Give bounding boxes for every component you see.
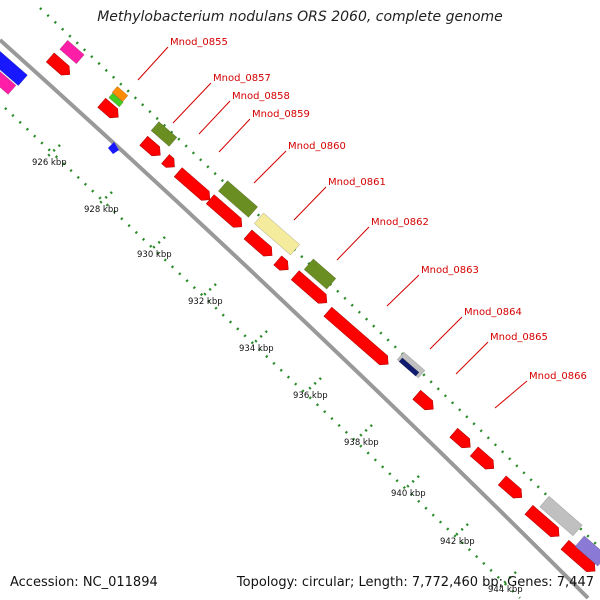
tick-mark	[308, 377, 322, 390]
blast-hit[interactable]	[398, 357, 420, 377]
blast-hit[interactable]	[303, 258, 337, 290]
tick-mark	[359, 424, 373, 437]
cds-feature[interactable]	[139, 135, 164, 159]
genome-summary-text: Topology: circular; Length: 7,772,460 bp…	[236, 575, 594, 590]
tick-label: 944 kbp	[488, 585, 523, 595]
label-leader-line	[172, 82, 212, 124]
blast-hit[interactable]	[253, 212, 301, 256]
gene-label[interactable]: Mnod_0863	[421, 265, 479, 276]
cds-feature[interactable]	[243, 229, 276, 260]
label-leader-line	[429, 316, 463, 350]
blast-hit[interactable]	[217, 180, 259, 218]
gene-label[interactable]: Mnod_0865	[490, 332, 548, 343]
blast-hit[interactable]	[111, 86, 129, 102]
cds-feature[interactable]	[273, 255, 292, 274]
label-leader-line	[218, 118, 251, 153]
tick-label: 932 kbp	[188, 297, 223, 307]
gene-label[interactable]: Mnod_0855	[170, 37, 228, 48]
gene-label[interactable]: Mnod_0862	[371, 217, 429, 228]
accession-text: Accession: NC_011894	[10, 575, 158, 590]
tick-label: 934 kbp	[239, 344, 274, 354]
page-title: Methylobacterium nodulans ORS 2060, comp…	[97, 9, 503, 25]
label-leader-line	[336, 226, 370, 261]
tick-mark	[455, 523, 469, 536]
gene-label[interactable]: Mnod_0858	[232, 91, 290, 102]
gene-label[interactable]: Mnod_0860	[288, 141, 346, 152]
cds-feature[interactable]	[412, 389, 437, 413]
label-leader-line	[455, 341, 489, 375]
blast-hit[interactable]	[0, 41, 28, 87]
blast-hit[interactable]	[574, 535, 600, 567]
cds-feature[interactable]	[0, 69, 17, 95]
tick-label: 930 kbp	[137, 250, 172, 260]
cds-feature[interactable]	[173, 167, 214, 205]
label-leader-line	[494, 380, 528, 409]
blast-hit[interactable]	[539, 495, 583, 537]
tick-label: 940 kbp	[391, 489, 426, 499]
genome-backbone	[0, 38, 590, 600]
cds-feature[interactable]	[205, 194, 246, 232]
label-leader-line	[253, 150, 287, 184]
tick-mark	[99, 191, 113, 204]
tick-label: 938 kbp	[344, 438, 379, 448]
gene-label[interactable]: Mnod_0861	[328, 177, 386, 188]
tick-label: 926 kbp	[32, 158, 67, 168]
cds-feature[interactable]	[497, 475, 525, 502]
blast-hit[interactable]	[108, 92, 124, 108]
label-leader-line	[386, 274, 420, 307]
blast-hit[interactable]	[59, 39, 85, 65]
cds-feature[interactable]	[323, 306, 392, 369]
cds-feature[interactable]	[45, 52, 73, 79]
cds-feature[interactable]	[469, 446, 497, 473]
label-leader-line	[293, 186, 327, 221]
tick-mark	[152, 236, 166, 249]
gene-label[interactable]: Mnod_0866	[529, 371, 587, 382]
tick-mark	[254, 330, 268, 343]
cds-feature[interactable]	[290, 270, 331, 308]
cds-feature[interactable]	[161, 154, 179, 172]
gene-label[interactable]: Mnod_0859	[252, 109, 310, 120]
tick-label: 928 kbp	[84, 205, 119, 215]
tick-label: 942 kbp	[440, 537, 475, 547]
blast-hit[interactable]	[108, 142, 119, 154]
tick-mark	[503, 571, 517, 584]
tick-mark	[203, 283, 217, 296]
tick-mark	[406, 475, 420, 488]
cds-feature[interactable]	[524, 504, 563, 540]
cds-feature[interactable]	[97, 97, 122, 121]
tick-label: 936 kbp	[293, 391, 328, 401]
label-leader-line	[198, 100, 231, 135]
gene-label[interactable]: Mnod_0864	[464, 307, 522, 318]
gene-label[interactable]: Mnod_0857	[213, 73, 271, 84]
cds-feature[interactable]	[449, 427, 474, 451]
blast-hit[interactable]	[396, 351, 426, 379]
blast-hit[interactable]	[150, 121, 178, 147]
tick-mark	[47, 144, 61, 157]
label-leader-line	[137, 46, 169, 81]
